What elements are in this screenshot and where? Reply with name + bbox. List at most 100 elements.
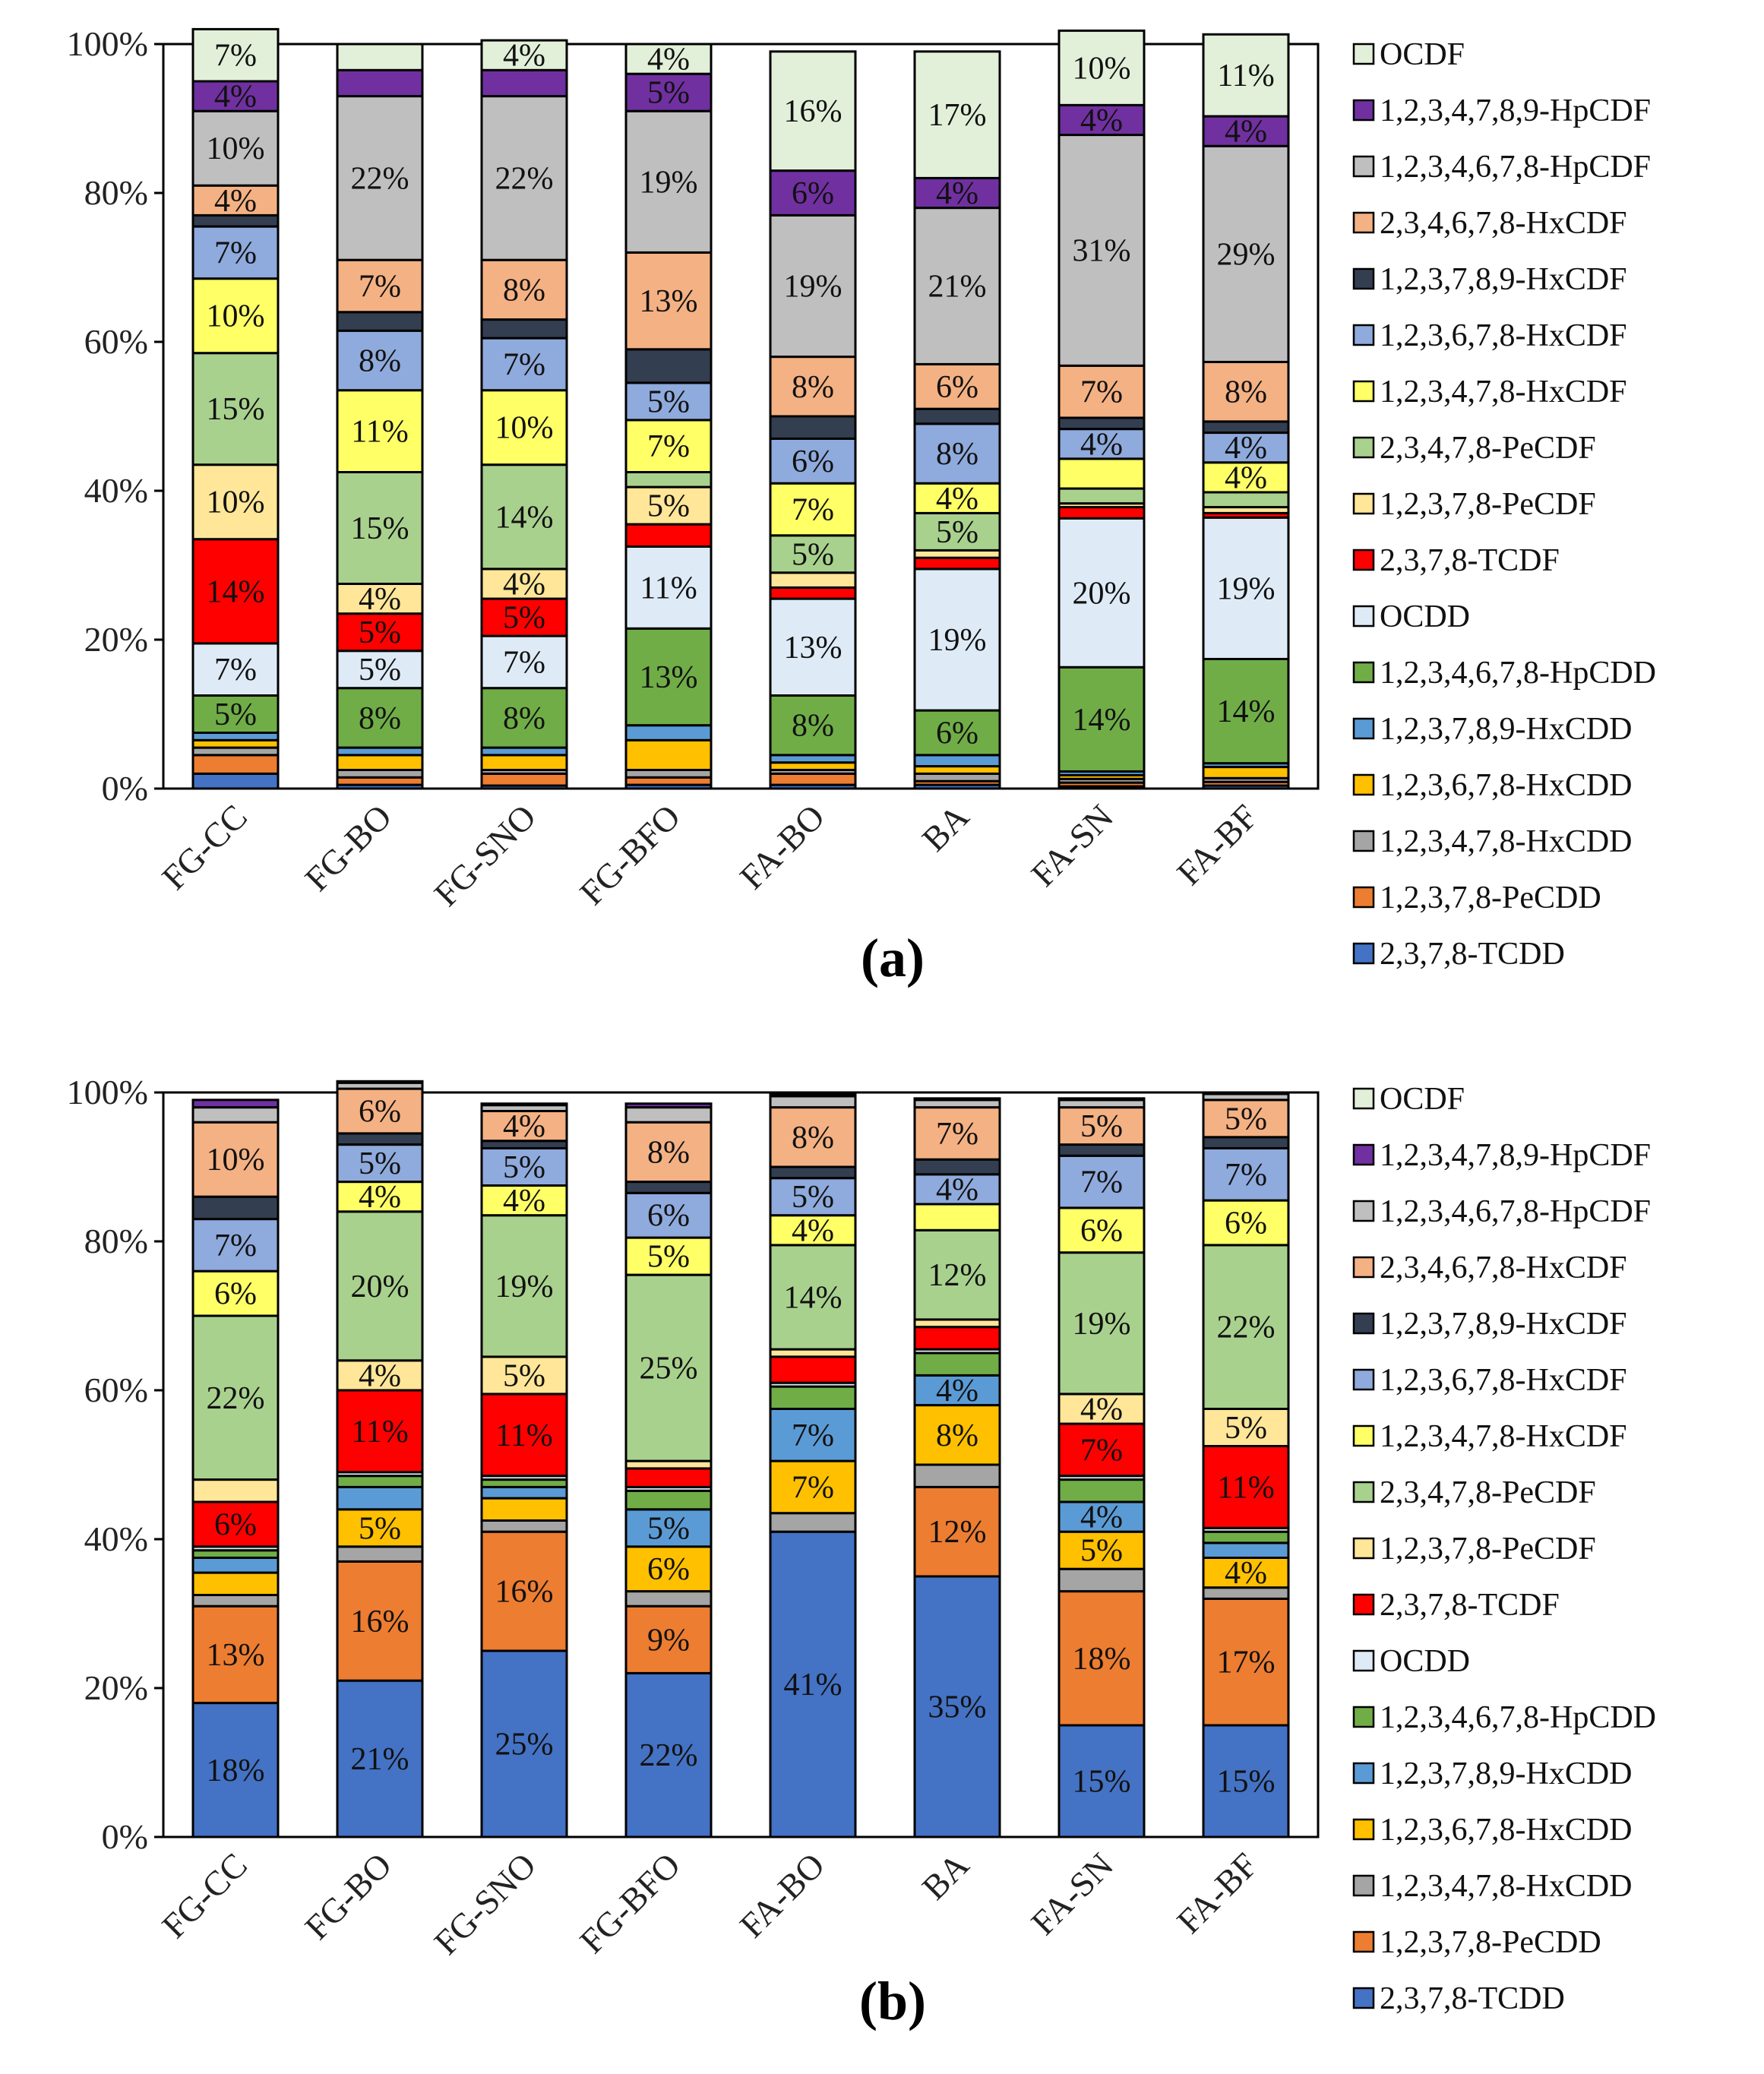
data-label: 20%	[351, 1269, 409, 1304]
bar-segment-fg-cc-1-2-3-6-7-8-hxcdd	[191, 1571, 280, 1596]
bar-segment-fg-bfo-1-2-3-7-8-9-hxcdd	[624, 1508, 713, 1548]
legend-swatch-1-2-3-4-6-7-8-hpcdf	[1352, 155, 1375, 178]
bar-segment-fa-sn-1-2-3-4-6-7-8-hpcdd	[1057, 1478, 1146, 1503]
bar-segment-fa-sn-2-3-4-6-7-8-hxcdf	[1057, 1106, 1146, 1146]
bar-segment-fg-sno-ocdd	[480, 634, 568, 690]
data-label: 4%	[792, 1213, 834, 1248]
bar-segment-fg-cc-1-2-3-7-8-pecdf	[191, 1478, 280, 1503]
y-tick-label: 80%	[84, 1222, 148, 1260]
legend-label: 2,3,7,8-TCDF	[1380, 1588, 1560, 1623]
category-label: FG-SNO	[427, 797, 544, 914]
bar-segment-fg-bo-1-2-3-4-7-8-9-hpcdf	[336, 1080, 424, 1084]
category-label: FA-SN	[1023, 1845, 1121, 1943]
category-label: FA-SN	[1023, 797, 1121, 894]
bar-segment-fg-bfo-ocdf	[624, 43, 713, 75]
bar-segment-fa-bf-1-2-3-4-6-7-8-hpcdd	[1202, 1530, 1290, 1544]
data-label: 8%	[359, 344, 401, 379]
bar-segment-fg-bfo-1-2-3-7-8-9-hxcdf	[624, 348, 713, 384]
data-label: 5%	[503, 1358, 545, 1393]
data-label: 10%	[207, 485, 265, 520]
chart-b: 0% 20% 40% 60% 80% 100% 18% 13% 6% 22% 6% 7% 10% FG-C…	[67, 1073, 1656, 2031]
legend-label: 1,2,3,6,7,8-HxCDF	[1380, 1363, 1627, 1398]
bar-segment-fg-sno-1-2-3-6-7-8-hxcdf	[480, 1147, 568, 1187]
data-label: 5%	[503, 601, 545, 636]
bar-segment-fa-sn-1-2-3-4-7-8-hxcdf	[1057, 457, 1146, 490]
data-label: 20%	[1073, 576, 1131, 611]
data-label: 7%	[503, 347, 545, 382]
bar-segment-ba-1-2-3-7-8-pecdd	[913, 1485, 1001, 1578]
legend-label: 1,2,3,4,7,8,9-HpCDF	[1380, 1138, 1651, 1173]
legend-label: 2,3,7,8-TCDF	[1380, 543, 1560, 578]
bar-segment-fa-sn-1-2-3-4-6-7-8-hpcdf	[1057, 134, 1146, 367]
bar-segment-ba-1-2-3-7-8-9-hxcdf	[913, 407, 1001, 425]
data-label: 7%	[792, 493, 834, 528]
data-label: 5%	[647, 1240, 690, 1275]
data-label: 22%	[207, 1381, 265, 1416]
legend-swatch-ocdf	[1352, 1087, 1375, 1110]
data-label: 13%	[784, 631, 842, 666]
bar-segment-fg-bo-ocdd	[336, 650, 424, 690]
data-label: 6%	[359, 1095, 401, 1130]
bar-segment-fa-bf-2-3-4-6-7-8-hxcdf	[1202, 1099, 1290, 1139]
data-label: 4%	[1225, 115, 1267, 150]
bar-segment-fa-bf-2-3-7-8-tcdf	[1202, 1445, 1290, 1529]
category-label: FG-BO	[297, 797, 399, 899]
bar-segment-fa-sn-2-3-7-8-tcdd	[1057, 1724, 1146, 1838]
bar-segment-fg-cc-2-3-4-6-7-8-hxcdf	[191, 1121, 280, 1198]
bar-segment-fg-bo-2-3-4-6-7-8-hxcdf	[336, 258, 424, 314]
bar-segment-fa-bf-ocdd	[1202, 516, 1290, 660]
bar-segment-fg-bo-1-2-3-6-7-8-hxcdf	[336, 329, 424, 392]
data-label: 5%	[1225, 1102, 1267, 1137]
data-label: 21%	[351, 1742, 409, 1777]
data-label: 21%	[928, 270, 987, 305]
data-label: 14%	[495, 500, 554, 535]
legend-label: OCDF	[1380, 37, 1465, 72]
data-label: 8%	[647, 1135, 690, 1170]
y-tick-label: 60%	[84, 1371, 148, 1409]
legend-swatch-1-2-3-4-6-7-8-hpcdd	[1352, 1706, 1375, 1728]
bar-segment-fa-bf-1-2-3-6-7-8-hxcdd	[1202, 1557, 1290, 1589]
legend-label: 1,2,3,4,6,7,8-HpCDF	[1380, 1194, 1651, 1229]
data-label: 13%	[207, 1638, 265, 1673]
bar-segment-fg-bfo-1-2-3-7-8-9-hxcdf	[624, 1181, 713, 1194]
bar-segment-fg-bo-1-2-3-6-7-8-hxcdd	[336, 1508, 424, 1548]
legend-label: 2,3,4,7,8-PeCDF	[1380, 431, 1596, 466]
bar-segment-fg-bfo-1-2-3-4-7-8-hxcdf	[624, 1236, 713, 1276]
data-label: 7%	[214, 236, 257, 270]
data-label: 8%	[359, 701, 401, 736]
legend-swatch-1-2-3-7-8-9-hxcdd	[1352, 1762, 1375, 1785]
bar-segment-fg-sno-2-3-4-6-7-8-hxcdf	[480, 1110, 568, 1143]
data-label: 7%	[503, 645, 545, 680]
bar-segment-fa-bo-2-3-4-6-7-8-hxcdf	[769, 1106, 857, 1168]
bar-segment-fa-bf-1-2-3-7-8-9-hxcdf	[1202, 1136, 1290, 1150]
legend-swatch-2-3-7-8-tcdf	[1352, 549, 1375, 571]
legend-swatch-1-2-3-4-7-8-hxcdd	[1352, 1874, 1375, 1897]
data-label: 6%	[214, 1277, 257, 1312]
y-tick-label: 0%	[102, 769, 148, 808]
bar-segment-fg-bfo-1-2-3-7-8-pecdd	[624, 1605, 713, 1674]
data-label: 4%	[936, 176, 978, 211]
legend-swatch-1-2-3-4-7-8-9-hpcdf	[1352, 1143, 1375, 1166]
data-label: 6%	[1225, 1206, 1267, 1241]
data-label: 8%	[792, 709, 834, 744]
y-tick-label: 20%	[84, 620, 148, 659]
data-label: 4%	[647, 43, 690, 77]
y-tick-label: 100%	[67, 1073, 148, 1111]
data-label: 4%	[1080, 1500, 1123, 1535]
data-label: 17%	[928, 98, 987, 133]
bar-segment-fa-bf-ocdf	[1202, 33, 1290, 118]
data-label: 7%	[1225, 1158, 1267, 1193]
category-label: BA	[915, 797, 976, 858]
category-label: FG-CC	[154, 1845, 254, 1946]
data-label: 7%	[359, 270, 401, 305]
bar-segment-fg-bfo-2-3-7-8-tcdf	[624, 523, 713, 548]
bar-segment-fa-bf-1-2-3-7-8-9-hxcdf	[1202, 420, 1290, 435]
bar-segment-fg-cc-1-2-3-4-7-8-hxcdd	[191, 1594, 280, 1608]
data-label: 14%	[1073, 703, 1131, 738]
legend-label: OCDD	[1380, 599, 1470, 634]
data-label: 10%	[207, 299, 265, 334]
figure-a: 0% 20% 40% 60% 80% 100% 5% 7% 14% 10% 15% 10% 7% 4% 10…	[0, 0, 1764, 1029]
figure-b: 0% 20% 40% 60% 80% 100% 18% 13% 6% 22% 6% 7% 10% FG-C…	[0, 1045, 1764, 2074]
y-tick-label: 100%	[67, 24, 148, 63]
data-label: 5%	[359, 1511, 401, 1546]
